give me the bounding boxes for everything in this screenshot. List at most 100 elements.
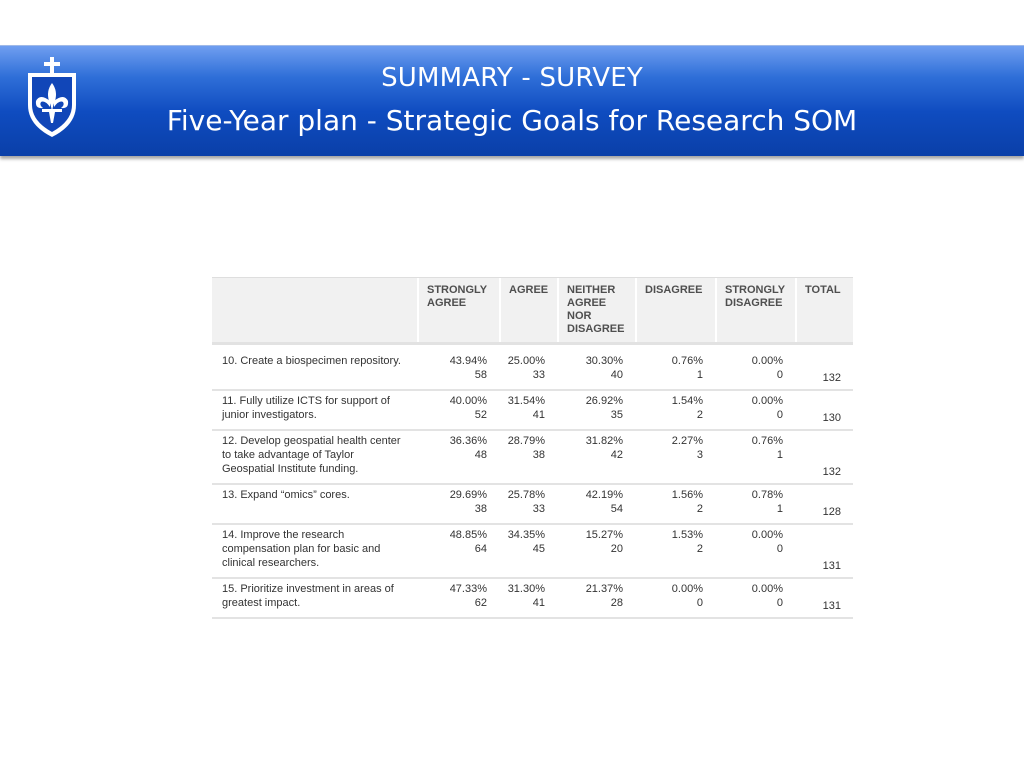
- title-banner: SUMMARY - SURVEY Five-Year plan - Strate…: [0, 45, 1024, 156]
- header-label: NEITHER: [567, 284, 616, 296]
- header-label: STRONGLY: [427, 284, 488, 296]
- count-value: 28: [610, 597, 623, 609]
- count-value: 1: [776, 503, 783, 515]
- count-value: 45: [532, 543, 545, 555]
- cell-neither: 15.27% 20: [557, 525, 635, 577]
- cell-disagree: 1.54% 2: [635, 391, 715, 429]
- count-value: 3: [696, 449, 703, 461]
- table-row: 13. Expand “omics” cores. 29.69% 38 25.78% 3…: [212, 485, 853, 525]
- count-value: 0: [776, 409, 783, 421]
- count-value: 33: [532, 503, 545, 515]
- question-cell: 15. Prioritize investment in areas of gr…: [222, 583, 394, 609]
- cell-neither: 21.37% 28: [557, 579, 635, 617]
- percent-value: 29.69%: [449, 489, 487, 501]
- header-label: DISAGREE: [645, 284, 703, 296]
- cell-neither: 42.19% 54: [557, 485, 635, 523]
- count-value: 64: [474, 543, 487, 555]
- count-value: 62: [474, 597, 487, 609]
- count-value: 0: [776, 369, 783, 381]
- header-label: STRONGLY: [725, 284, 786, 296]
- percent-value: 0.00%: [751, 355, 783, 367]
- total-value: 131: [822, 600, 841, 612]
- total-value: 132: [822, 372, 841, 384]
- percent-value: 31.30%: [507, 583, 545, 595]
- fleur-de-lis-shield-icon: [28, 57, 76, 137]
- header-total: TOTAL: [795, 278, 853, 342]
- total-cell: 132: [795, 351, 853, 389]
- cell-agree: 28.79% 38: [499, 431, 557, 483]
- cell-strongly-agree: 48.85% 64: [417, 525, 499, 577]
- header-label: NOR: [567, 310, 592, 322]
- total-cell: 131: [795, 525, 853, 577]
- count-value: 58: [474, 369, 487, 381]
- cell-strongly-disagree: 0.00% 0: [715, 391, 795, 429]
- header-neither: NEITHER AGREE NOR DISAGREE: [557, 278, 635, 342]
- cell-neither: 31.82% 42: [557, 431, 635, 483]
- count-value: 33: [532, 369, 545, 381]
- table-row: 10. Create a biospecimen repository. 43.9…: [212, 351, 853, 391]
- cell-disagree: 2.27% 3: [635, 431, 715, 483]
- count-value: 41: [532, 597, 545, 609]
- header-disagree: DISAGREE: [635, 278, 715, 342]
- count-value: 20: [610, 543, 623, 555]
- percent-value: 31.54%: [507, 395, 545, 407]
- percent-value: 0.00%: [751, 583, 783, 595]
- count-value: 54: [610, 503, 623, 515]
- table-row: 11. Fully utilize ICTS for support of ju…: [212, 391, 853, 431]
- percent-value: 28.79%: [507, 435, 545, 447]
- percent-value: 30.30%: [585, 355, 623, 367]
- count-value: 2: [696, 503, 703, 515]
- count-value: 35: [610, 409, 623, 421]
- header-strongly-agree: STRONGLY AGREE: [417, 278, 499, 342]
- cell-neither: 26.92% 35: [557, 391, 635, 429]
- percent-value: 40.00%: [449, 395, 487, 407]
- cell-neither: 30.30% 40: [557, 351, 635, 389]
- percent-value: 1.53%: [671, 529, 703, 541]
- cell-disagree: 0.00% 0: [635, 579, 715, 617]
- cell-strongly-disagree: 0.00% 0: [715, 579, 795, 617]
- cell-agree: 34.35% 45: [499, 525, 557, 577]
- percent-value: 2.27%: [671, 435, 703, 447]
- percent-value: 0.00%: [751, 529, 783, 541]
- count-value: 1: [776, 449, 783, 461]
- question-cell: 10. Create a biospecimen repository.: [222, 355, 401, 367]
- cell-disagree: 0.76% 1: [635, 351, 715, 389]
- slide-subtitle: Five-Year plan - Strategic Goals for Res…: [166, 104, 858, 137]
- count-value: 2: [696, 543, 703, 555]
- cell-strongly-disagree: 0.00% 0: [715, 351, 795, 389]
- table-body: 10. Create a biospecimen repository. 43.9…: [212, 351, 853, 619]
- slide-title: SUMMARY - SURVEY: [381, 63, 643, 93]
- count-value: 38: [532, 449, 545, 461]
- percent-value: 1.54%: [671, 395, 703, 407]
- header-label: DISAGREE: [725, 297, 783, 309]
- total-cell: 130: [795, 391, 853, 429]
- cell-strongly-agree: 36.36% 48: [417, 431, 499, 483]
- header-label: AGREE: [509, 284, 549, 296]
- percent-value: 0.76%: [671, 355, 703, 367]
- count-value: 40: [610, 369, 623, 381]
- percent-value: 31.82%: [585, 435, 623, 447]
- percent-value: 48.85%: [449, 529, 487, 541]
- percent-value: 0.00%: [671, 583, 703, 595]
- count-value: 1: [696, 369, 703, 381]
- percent-value: 0.00%: [751, 395, 783, 407]
- count-value: 2: [696, 409, 703, 421]
- question-cell: 14. Improve the research compensation pl…: [222, 529, 381, 569]
- header-label: DISAGREE: [567, 323, 625, 335]
- question-cell: 12. Develop geospatial health center to …: [222, 435, 401, 475]
- cell-strongly-disagree: 0.00% 0: [715, 525, 795, 577]
- cell-agree: 31.30% 41: [499, 579, 557, 617]
- header-strongly-disagree: STRONGLY DISAGREE: [715, 278, 795, 342]
- cell-agree: 31.54% 41: [499, 391, 557, 429]
- cell-disagree: 1.53% 2: [635, 525, 715, 577]
- percent-value: 34.35%: [507, 529, 545, 541]
- percent-value: 42.19%: [585, 489, 623, 501]
- count-value: 41: [532, 409, 545, 421]
- total-cell: 132: [795, 431, 853, 483]
- cell-strongly-disagree: 0.76% 1: [715, 431, 795, 483]
- count-value: 42: [610, 449, 623, 461]
- percent-value: 1.56%: [671, 489, 703, 501]
- count-value: 38: [474, 503, 487, 515]
- cell-disagree: 1.56% 2: [635, 485, 715, 523]
- percent-value: 26.92%: [585, 395, 623, 407]
